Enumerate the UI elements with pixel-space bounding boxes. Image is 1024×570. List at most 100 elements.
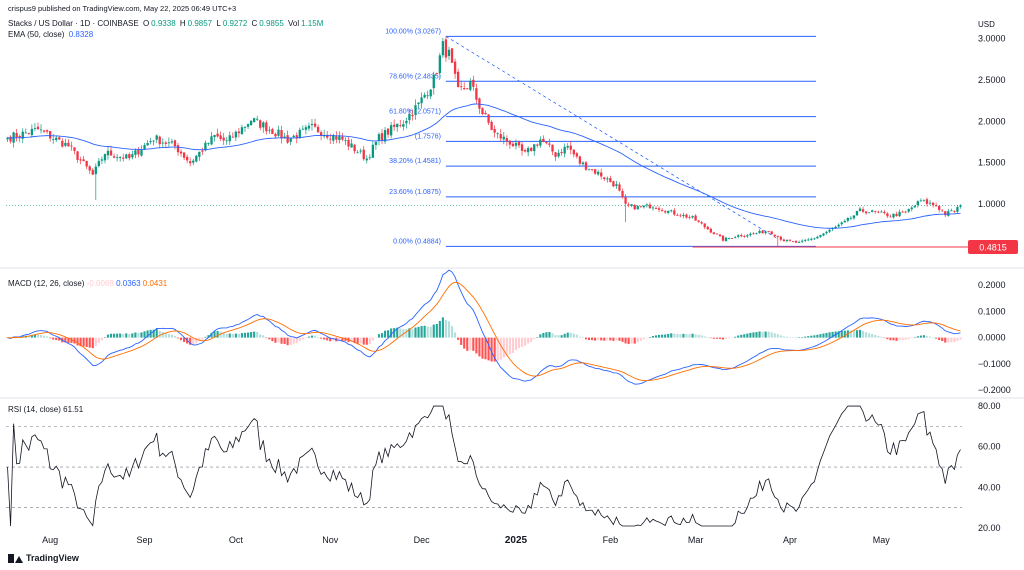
- macd-histogram-bar: [645, 337, 648, 339]
- candle-body: [761, 230, 764, 234]
- candle-body: [523, 150, 527, 152]
- symbol-name[interactable]: Stacks / US Dollar · 1D · COINBASE: [8, 19, 139, 28]
- candle-body: [155, 135, 158, 140]
- macd-histogram-bar: [46, 336, 49, 338]
- candle-body: [429, 89, 432, 97]
- candle-body: [289, 138, 292, 142]
- macd-histogram-bar: [463, 337, 466, 349]
- candle-body: [30, 128, 34, 136]
- x-axis-label: Apr: [783, 535, 797, 545]
- candle-body: [237, 131, 241, 134]
- macd-histogram-bar: [213, 331, 216, 338]
- candle-body: [58, 137, 61, 140]
- macd-histogram-bar: [298, 337, 301, 342]
- candle-body: [338, 136, 341, 141]
- macd-histogram-bar: [323, 337, 326, 340]
- candle-body: [837, 224, 840, 227]
- macd-histogram-bar: [941, 337, 944, 342]
- candle-body: [262, 122, 265, 128]
- macd-histogram-bar: [201, 337, 204, 340]
- macd-histogram-bar: [913, 337, 916, 339]
- candle-body: [463, 88, 466, 90]
- macd-histogram-bar: [173, 336, 177, 338]
- macd-histogram-bar: [103, 337, 107, 338]
- candle-body: [791, 241, 795, 242]
- macd-histogram-bar: [52, 337, 55, 340]
- macd-histogram-bar: [362, 337, 365, 345]
- macd-histogram-bar: [773, 333, 776, 338]
- macd-histogram-bar: [450, 326, 454, 338]
- macd-histogram-bar: [33, 334, 36, 338]
- macd-histogram-bar: [85, 337, 88, 348]
- macd-histogram-bar: [600, 337, 603, 341]
- macd-histogram-bar: [724, 337, 728, 339]
- candle-body: [831, 228, 834, 230]
- candle-body: [871, 210, 874, 212]
- candle-body: [944, 211, 947, 216]
- macd-histogram-bar: [125, 333, 128, 338]
- footer-label: TradingView: [26, 553, 79, 563]
- macd-histogram-bar: [575, 334, 578, 338]
- candle-body: [874, 210, 877, 212]
- macd-histogram-bar: [822, 333, 825, 338]
- ema-legend[interactable]: EMA (50, close) 0.8328: [8, 30, 95, 39]
- candle-body: [39, 129, 43, 131]
- ema-line: [7, 103, 961, 229]
- macd-histogram-bar: [959, 337, 962, 340]
- candle-body: [341, 136, 344, 140]
- candle-body: [79, 159, 82, 161]
- macd-histogram-bar: [109, 333, 113, 338]
- macd-histogram-bar: [487, 337, 490, 361]
- macd-histogram-bar: [27, 335, 30, 338]
- candle-body: [6, 137, 9, 140]
- candle-body: [365, 158, 368, 161]
- candle-body: [566, 145, 569, 148]
- candle-body: [411, 114, 414, 117]
- candle-body: [374, 141, 378, 146]
- candle-body: [758, 230, 761, 233]
- candle-body: [9, 136, 12, 142]
- macd-histogram-bar: [925, 336, 929, 338]
- candle-body: [189, 161, 192, 164]
- macd-histogram-bar: [691, 333, 694, 338]
- macd-histogram-bar: [259, 334, 262, 338]
- fib-level-label: 38.20% (1.4581): [389, 158, 441, 165]
- candle-body: [730, 238, 734, 239]
- candle-body: [265, 122, 268, 132]
- macd-histogram-bar: [855, 330, 859, 338]
- macd-histogram-bar: [861, 330, 865, 338]
- candle-body: [743, 236, 746, 237]
- macd-histogram-bar: [289, 337, 292, 345]
- macd-histogram-bar: [734, 336, 737, 338]
- candle-body: [782, 239, 786, 242]
- macd-histogram-bar: [432, 324, 435, 338]
- candle-body: [584, 162, 588, 170]
- candle-body: [685, 214, 688, 218]
- candle-body: [460, 86, 463, 88]
- candle-body: [624, 197, 627, 204]
- macd-histogram-bar: [801, 337, 804, 338]
- macd-histogram-bar: [530, 337, 533, 342]
- macd-histogram-bar: [356, 337, 359, 344]
- candle-body: [225, 140, 228, 142]
- macd-histogram-bar: [225, 333, 228, 338]
- candle-body: [228, 135, 231, 142]
- macd-histogram-bar: [131, 333, 134, 338]
- tradingview-footer[interactable]: TradingView: [8, 553, 79, 563]
- macd-histogram-bar: [344, 337, 347, 341]
- candle-body: [179, 151, 183, 154]
- macd-histogram-bar: [901, 337, 904, 340]
- candle-body: [140, 150, 143, 156]
- candle-body: [938, 206, 941, 210]
- rsi-tick-label: 40.00: [978, 482, 1001, 492]
- macd-histogram-bar: [715, 337, 718, 339]
- macd-histogram-bar: [587, 337, 591, 341]
- macd-histogram-bar: [426, 326, 429, 338]
- macd-histogram-bar: [560, 335, 563, 338]
- macd-histogram-bar: [654, 335, 658, 338]
- candle-body: [651, 207, 655, 209]
- macd-histogram-bar: [670, 333, 673, 338]
- macd-histogram-bar: [414, 327, 417, 338]
- macd-histogram-bar: [944, 337, 947, 343]
